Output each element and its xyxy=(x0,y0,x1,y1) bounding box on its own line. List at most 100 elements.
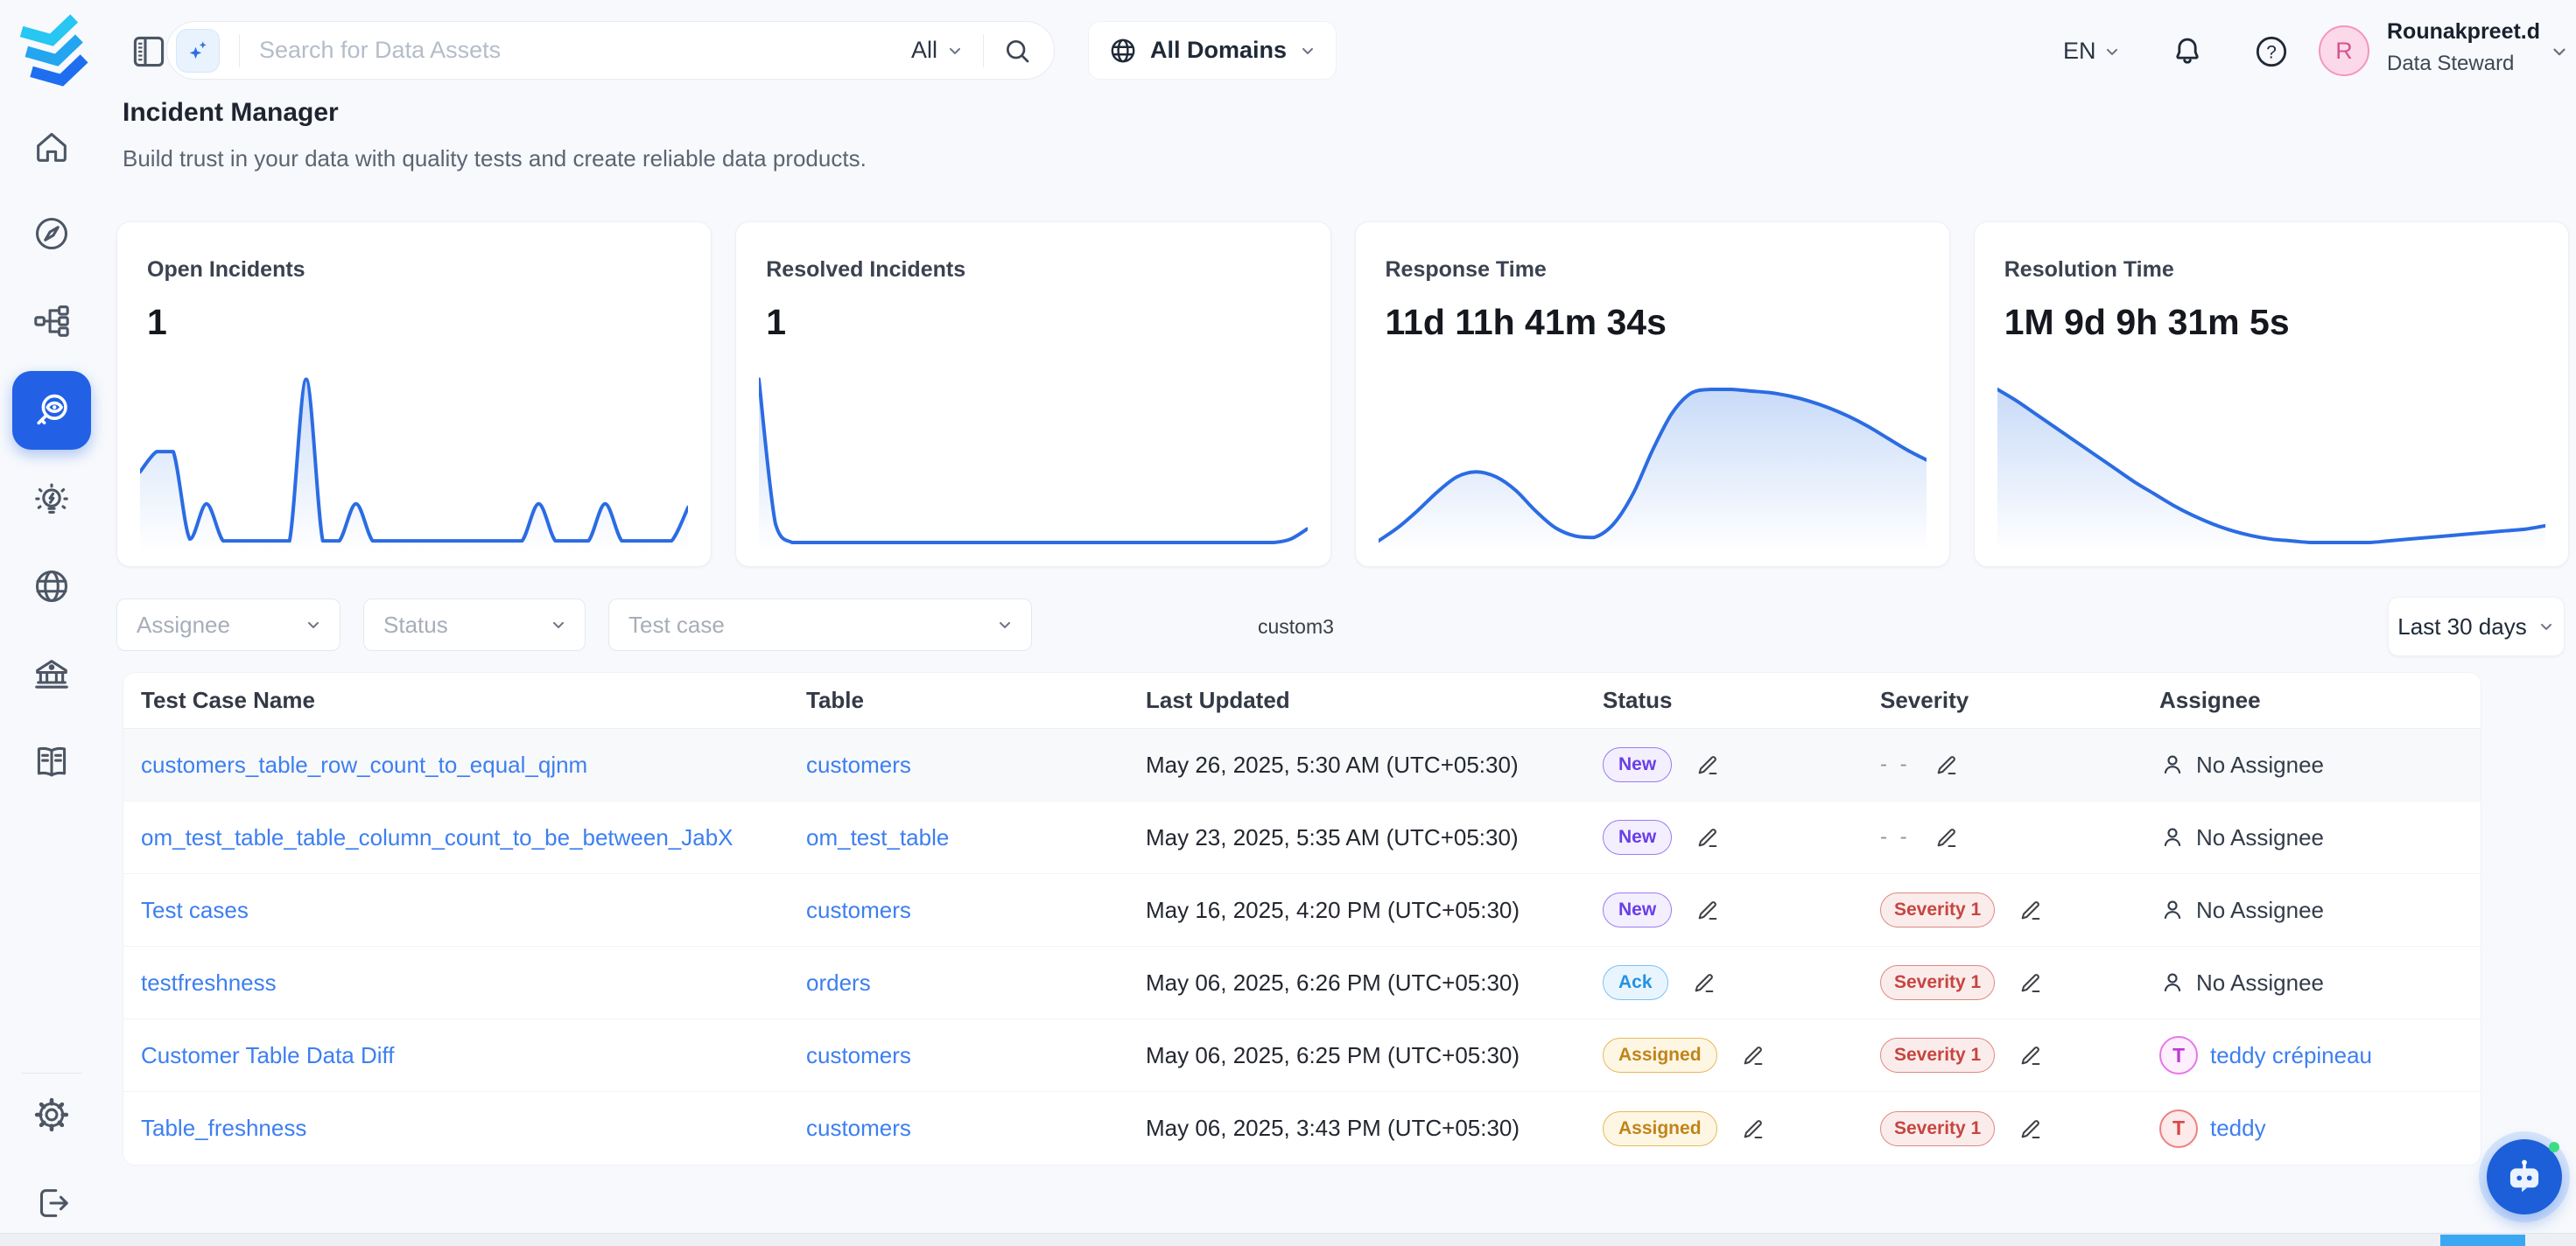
assignee-value: No Assignee xyxy=(2196,751,2324,778)
search-divider xyxy=(983,33,984,67)
user-avatar[interactable]: R xyxy=(2319,25,2369,76)
edit-severity-icon[interactable] xyxy=(2018,970,2044,996)
language-dropdown[interactable]: EN xyxy=(2063,0,2121,102)
test-case-link[interactable]: Test cases xyxy=(141,896,249,923)
sidebar-item-glossary[interactable] xyxy=(32,742,72,782)
avatar-initial: T xyxy=(2172,1043,2186,1067)
test-case-link[interactable]: customers_table_row_count_to_equal_qjnm xyxy=(141,751,588,778)
edit-status-icon[interactable] xyxy=(1695,824,1721,850)
search-scope-dropdown[interactable]: All xyxy=(911,37,964,64)
user-menu-chevron-icon[interactable] xyxy=(2550,42,2569,61)
assignee-avatar[interactable]: T xyxy=(2159,1109,2198,1148)
user-menu[interactable]: Rounakpreet.d Data Steward xyxy=(2387,19,2549,76)
severity-badge[interactable]: Severity 1 xyxy=(1880,892,1996,928)
sidebar-item-lineage[interactable] xyxy=(32,301,72,341)
test-case-filter[interactable]: Test case xyxy=(608,598,1032,651)
help-icon[interactable]: ? xyxy=(2254,34,2289,69)
response-time-chart xyxy=(1378,370,1927,552)
status-badge[interactable]: Ack xyxy=(1603,965,1668,1000)
test-case-link[interactable]: Table_freshness xyxy=(141,1115,307,1141)
ai-sparkle-icon[interactable] xyxy=(176,28,220,73)
settings-icon[interactable] xyxy=(32,1095,72,1135)
table-link[interactable]: customers xyxy=(806,1115,911,1141)
assignee-value: No Assignee xyxy=(2196,823,2324,850)
collapse-panel-icon[interactable] xyxy=(130,32,168,71)
edit-severity-icon[interactable] xyxy=(1934,752,1960,778)
severity-badge[interactable]: Severity 1 xyxy=(1880,1110,1996,1146)
status-badge[interactable]: New xyxy=(1603,820,1673,855)
horizontal-scrollbar[interactable] xyxy=(0,1233,2576,1246)
chevron-down-icon xyxy=(553,621,564,628)
sidebar-item-insights[interactable] xyxy=(32,480,72,521)
chevron-down-icon xyxy=(1302,47,1314,54)
edit-status-icon[interactable] xyxy=(1695,752,1721,778)
assignee-value: No Assignee xyxy=(2196,896,2324,923)
table-link[interactable]: customers xyxy=(806,751,911,778)
assignee-filter[interactable]: Assignee xyxy=(116,598,340,651)
table-link[interactable]: om_test_table xyxy=(806,823,950,850)
assignee-avatar[interactable]: T xyxy=(2159,1036,2198,1074)
sidebar-item-data-quality-active[interactable] xyxy=(12,371,91,450)
table-link[interactable]: customers xyxy=(806,896,911,923)
sidebar-item-domains[interactable] xyxy=(32,566,72,606)
chat-assistant-button[interactable] xyxy=(2487,1139,2562,1214)
search-divider xyxy=(239,33,240,67)
incidents-table: Test Case Name Table Last Updated Status… xyxy=(123,672,2481,1166)
status-badge[interactable]: New xyxy=(1603,892,1673,928)
stat-card-resolution-time: Resolution Time 1M 9d 9h 31m 5s xyxy=(1973,221,2569,567)
search-input[interactable]: Search for Data Assets xyxy=(259,37,502,63)
assignee-link[interactable]: teddy xyxy=(2210,1115,2266,1141)
severity-badge[interactable]: Severity 1 xyxy=(1880,965,1996,1000)
edit-status-icon[interactable] xyxy=(1740,1042,1766,1068)
edit-severity-icon[interactable] xyxy=(2018,1042,2044,1068)
avatar-initial: T xyxy=(2172,1116,2186,1139)
chevron-down-icon xyxy=(1000,621,1010,628)
domains-label: All Domains xyxy=(1150,37,1288,63)
app-logo-icon[interactable] xyxy=(19,12,89,89)
test-case-link[interactable]: testfreshness xyxy=(141,969,277,996)
edit-severity-icon[interactable] xyxy=(2018,897,2044,923)
sidebar-item-home[interactable] xyxy=(32,127,72,167)
status-badge[interactable]: New xyxy=(1603,747,1673,782)
assignee-value: No Assignee xyxy=(2196,969,2324,996)
card-title: Resolution Time xyxy=(2004,257,2174,282)
edit-severity-icon[interactable] xyxy=(2018,1116,2044,1142)
date-range-dropdown[interactable]: Last 30 days xyxy=(2388,597,2565,656)
stat-card-resolved-incidents: Resolved Incidents 1 xyxy=(735,221,1331,567)
table-link[interactable]: customers xyxy=(806,1041,911,1068)
last-updated: May 06, 2025, 6:25 PM (UTC+05:30) xyxy=(1146,1041,1520,1068)
search-icon[interactable] xyxy=(1003,37,1031,65)
assignee-link[interactable]: teddy crépineau xyxy=(2210,1041,2373,1068)
last-updated: May 06, 2025, 6:26 PM (UTC+05:30) xyxy=(1146,969,1520,996)
col-assignee: Assignee xyxy=(2159,687,2261,713)
status-badge[interactable]: Assigned xyxy=(1603,1110,1717,1146)
card-title: Response Time xyxy=(1385,257,1547,282)
table-link[interactable]: orders xyxy=(806,969,871,996)
date-range-value: Last 30 days xyxy=(2397,612,2527,640)
col-severity: Severity xyxy=(1880,687,1969,713)
test-case-link[interactable]: Customer Table Data Diff xyxy=(141,1041,395,1068)
edit-severity-icon[interactable] xyxy=(1934,824,1960,850)
edit-status-icon[interactable] xyxy=(1695,897,1721,923)
status-badge[interactable]: Assigned xyxy=(1603,1038,1717,1073)
resolution-time-chart xyxy=(1997,370,2545,552)
stat-card-open-incidents: Open Incidents 1 xyxy=(116,221,712,567)
notifications-bell-icon[interactable] xyxy=(2171,35,2204,68)
sidebar-item-govern[interactable] xyxy=(32,654,72,695)
sidebar-item-explore[interactable] xyxy=(32,214,72,254)
last-updated: May 16, 2025, 4:20 PM (UTC+05:30) xyxy=(1146,896,1520,923)
scrollbar-thumb[interactable] xyxy=(2440,1235,2525,1246)
domains-dropdown[interactable]: All Domains xyxy=(1088,21,1337,80)
edit-status-icon[interactable] xyxy=(1691,970,1717,996)
logout-icon[interactable] xyxy=(32,1183,72,1223)
robot-icon xyxy=(2509,1159,2539,1193)
person-icon xyxy=(2164,973,2181,992)
severity-badge[interactable]: Severity 1 xyxy=(1880,1038,1996,1073)
status-filter[interactable]: Status xyxy=(363,598,586,651)
global-search-bar[interactable]: Search for Data Assets All xyxy=(166,21,1055,80)
test-case-link[interactable]: om_test_table_table_column_count_to_be_b… xyxy=(141,823,733,850)
sidebar-divider xyxy=(21,1073,82,1074)
card-value: 1 xyxy=(766,302,787,342)
last-updated: May 26, 2025, 5:30 AM (UTC+05:30) xyxy=(1146,751,1519,778)
edit-status-icon[interactable] xyxy=(1740,1116,1766,1142)
